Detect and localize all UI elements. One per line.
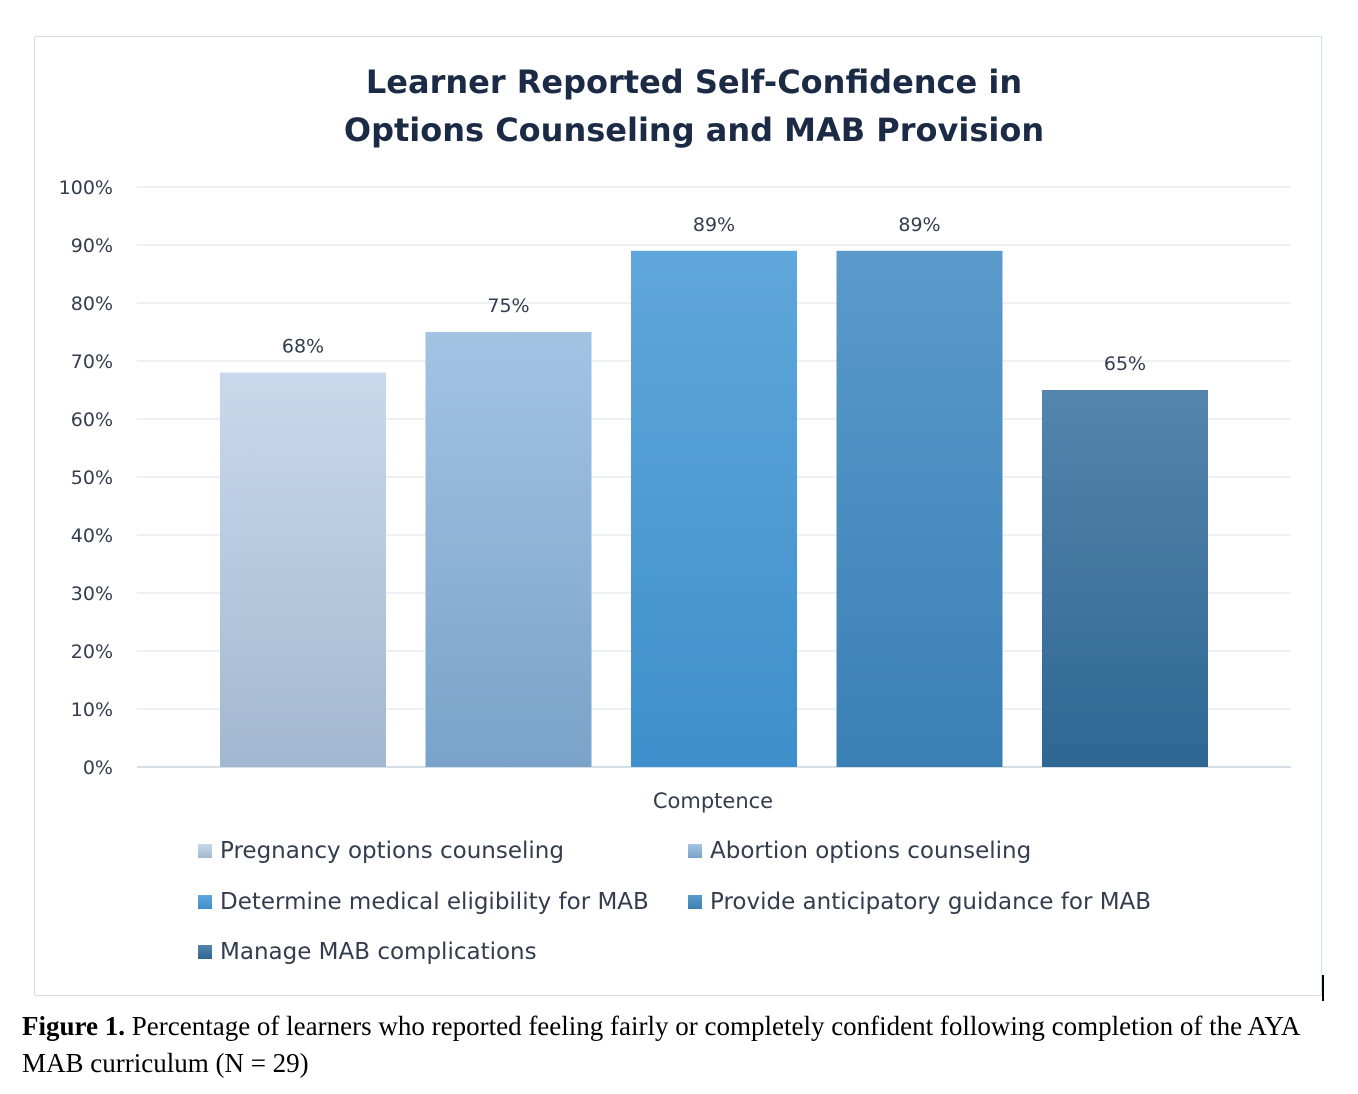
data-label: 65% <box>1104 353 1146 375</box>
y-tick-label: 0% <box>83 757 113 779</box>
chart-title-line-2: Options Counseling and MAB Provision <box>343 111 1045 149</box>
legend-swatch <box>688 844 702 858</box>
data-label: 89% <box>693 214 735 236</box>
data-label: 75% <box>487 295 529 317</box>
legend-item: Manage MAB complications <box>198 939 537 965</box>
legend-swatch <box>198 945 212 959</box>
data-label: 68% <box>282 336 324 358</box>
y-tick-label: 10% <box>71 699 113 721</box>
legend-item: Pregnancy options counseling <box>198 838 564 864</box>
legend-label: Provide anticipatory guidance for MAB <box>710 889 1152 915</box>
y-tick-label: 100% <box>59 177 113 199</box>
caption-text: Percentage of learners who reported feel… <box>22 1011 1299 1078</box>
legend-item: Abortion options counseling <box>688 838 1031 864</box>
data-label: 89% <box>898 214 940 236</box>
chart-title-line-1: Learner Reported Self-Confidence in <box>365 63 1023 101</box>
y-tick-label: 50% <box>71 467 113 489</box>
legend-item: Provide anticipatory guidance for MAB <box>688 889 1151 915</box>
bar-4 <box>836 250 1003 768</box>
y-tick-label: 20% <box>71 641 113 663</box>
bar-3 <box>631 250 797 768</box>
bar-2 <box>425 332 592 767</box>
caption-label: Figure 1. <box>22 1011 125 1041</box>
y-tick-label: 60% <box>71 409 113 431</box>
legend-swatch <box>688 895 702 909</box>
legend-item: Determine medical eligibility for MAB <box>198 889 649 915</box>
y-tick-label: 80% <box>71 293 113 315</box>
figure-caption: Figure 1. Percentage of learners who rep… <box>22 1008 1322 1082</box>
legend-label: Pregnancy options counseling <box>220 838 564 864</box>
bar-5 <box>1042 390 1208 767</box>
chart-title: Learner Reported Self-Confidence in Opti… <box>0 58 1358 154</box>
x-axis-label: Comptence <box>653 789 773 813</box>
bar-1 <box>220 372 386 767</box>
legend-label: Manage MAB complications <box>220 939 537 965</box>
legend-label: Abortion options counseling <box>710 838 1032 864</box>
text-cursor <box>1322 975 1324 1001</box>
y-tick-label: 90% <box>71 235 113 257</box>
y-tick-label: 40% <box>71 525 113 547</box>
y-tick-label: 70% <box>71 351 113 373</box>
legend-swatch <box>198 895 212 909</box>
y-tick-label: 30% <box>71 583 113 605</box>
legend-swatch <box>198 844 212 858</box>
legend-label: Determine medical eligibility for MAB <box>220 889 649 915</box>
